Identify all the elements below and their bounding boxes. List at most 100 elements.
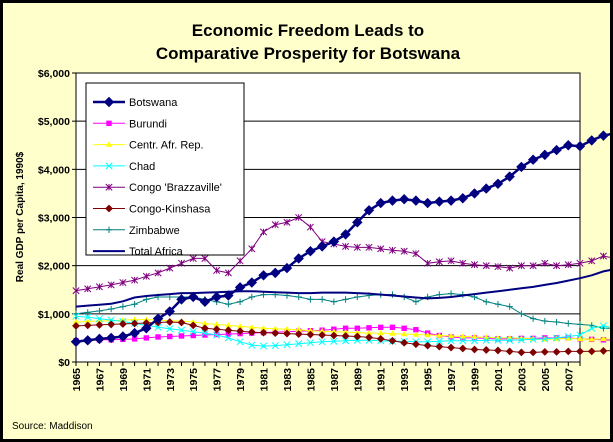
data-point (564, 332, 572, 341)
data-point (177, 259, 186, 267)
x-tick-label: 2001 (493, 368, 505, 392)
data-point (470, 345, 479, 354)
data-point (330, 328, 338, 334)
data-point (105, 226, 113, 233)
data-point (518, 310, 525, 318)
data-point (330, 337, 338, 345)
data-point (435, 342, 444, 351)
data-point (389, 330, 396, 336)
data-point (506, 303, 513, 310)
data-point (94, 333, 105, 345)
data-point (293, 253, 304, 264)
data-point (164, 306, 175, 317)
data-point (517, 348, 526, 357)
data-point (354, 293, 361, 301)
data-point (388, 336, 397, 345)
data-point (366, 325, 372, 331)
data-point (459, 259, 467, 267)
data-point (529, 335, 537, 343)
data-point (202, 332, 208, 338)
data-point (564, 261, 572, 269)
data-point (307, 296, 314, 303)
chart-title-line1: Economic Freedom Leads to (192, 21, 424, 40)
data-point (155, 334, 161, 340)
legend-label: Congo 'Brazzaville' (129, 182, 222, 194)
data-point (598, 130, 609, 141)
legend-label: Botswana (129, 97, 178, 109)
data-point (541, 335, 549, 343)
data-point (105, 141, 113, 147)
data-point (306, 339, 314, 347)
data-point (283, 326, 291, 332)
data-point (107, 305, 115, 313)
x-axis: 1965 1967 1969 1971 1973 1975 1977 1979 1981 1983… (71, 362, 581, 392)
data-point (341, 332, 350, 340)
data-point (224, 269, 232, 277)
data-point (387, 195, 398, 206)
x-tick-label: 1965 (71, 368, 83, 392)
data-point (84, 313, 92, 321)
data-point (316, 241, 328, 252)
x-tick-label: 1993 (399, 368, 411, 392)
data-point (131, 276, 139, 284)
data-point (213, 331, 221, 339)
data-point (412, 298, 420, 305)
data-point (199, 296, 211, 307)
data-point (72, 318, 80, 325)
series-group (70, 130, 610, 357)
data-point (260, 325, 267, 331)
data-point (401, 325, 407, 331)
data-point (470, 261, 479, 269)
data-point (95, 315, 103, 323)
data-point (447, 332, 455, 339)
data-point (271, 221, 279, 229)
data-point (588, 324, 596, 332)
data-point (178, 333, 185, 339)
data-point (576, 335, 584, 342)
data-point (375, 197, 386, 209)
data-point (306, 223, 314, 231)
data-point (283, 218, 291, 226)
data-point (72, 312, 80, 320)
data-point (295, 213, 303, 222)
x-tick-label: 1975 (188, 368, 200, 392)
data-point (318, 296, 326, 303)
data-point (576, 321, 584, 328)
data-point (576, 331, 584, 339)
series-chad (72, 312, 610, 350)
data-point (492, 178, 504, 189)
data-point (295, 293, 302, 301)
data-point (95, 321, 104, 329)
data-point (342, 328, 349, 335)
data-point (459, 333, 466, 339)
data-point (72, 287, 80, 295)
data-point (105, 204, 113, 213)
data-point (176, 294, 187, 305)
data-point (365, 333, 373, 342)
x-tick-label: 2007 (563, 368, 575, 392)
data-point (505, 347, 514, 356)
data-point (224, 326, 233, 335)
series-congo-brazzaville (72, 213, 610, 295)
data-point (435, 337, 443, 345)
data-point (70, 336, 82, 347)
data-point (423, 341, 432, 350)
data-point (154, 323, 162, 331)
data-point (318, 338, 326, 346)
chart-title-line2: Comparative Prosperity for Botswana (156, 44, 461, 63)
chart: Economic Freedom Leads to Comparative Pr… (12, 21, 610, 432)
data-point (353, 332, 362, 341)
legend-label: Zimbabwe (129, 225, 180, 237)
data-point (352, 217, 363, 228)
legend: Botswana Burundi Centr. Afr. Rep. Chad Congo… (85, 82, 245, 258)
data-point (259, 328, 268, 337)
data-point (529, 348, 538, 357)
data-point (189, 321, 198, 330)
data-point (506, 264, 514, 272)
data-point (445, 195, 457, 206)
data-point (447, 290, 455, 297)
data-point (201, 329, 209, 337)
data-point (422, 197, 433, 209)
data-point (457, 193, 468, 204)
data-point (458, 344, 467, 353)
